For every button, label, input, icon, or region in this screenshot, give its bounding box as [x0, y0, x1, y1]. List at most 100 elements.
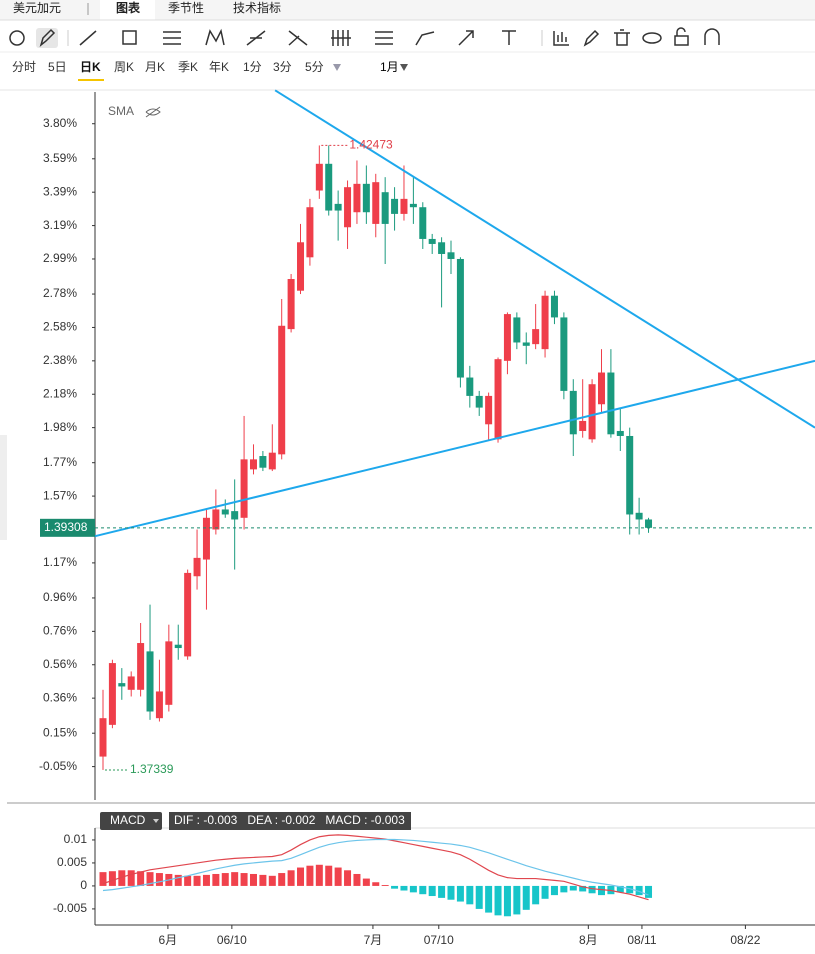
y-tick-label: 1.98%	[43, 420, 77, 434]
toolbar-icons	[9, 27, 720, 48]
macd-bar	[249, 873, 257, 886]
candle-body	[287, 279, 295, 330]
period[interactable]: 5日	[48, 60, 67, 74]
macd-tick-label: 0.005	[57, 855, 87, 869]
icon[interactable]	[674, 35, 689, 46]
icon[interactable]	[288, 30, 308, 46]
period[interactable]: 月K	[145, 60, 165, 74]
macd-bar	[494, 885, 502, 916]
candle-body	[306, 207, 314, 258]
y-tick-label: 2.38%	[43, 353, 77, 367]
icon[interactable]	[9, 30, 25, 46]
macd-bar	[597, 885, 605, 896]
macd-bar	[447, 885, 455, 900]
y-tick-label: 3.39%	[43, 184, 77, 198]
icon[interactable]	[642, 32, 662, 44]
macd-bar	[231, 872, 239, 886]
icon[interactable]	[676, 27, 686, 36]
candle-body	[165, 641, 173, 705]
icon[interactable]	[375, 31, 393, 45]
macd-bar	[108, 871, 116, 886]
icon[interactable]	[704, 28, 720, 45]
macd-bar	[334, 867, 342, 886]
macd-bar	[212, 873, 220, 886]
macd-bar	[541, 885, 549, 899]
macd-bar	[503, 885, 511, 917]
macd-bar	[344, 870, 352, 886]
macd-bar	[391, 885, 399, 889]
macd-bar	[428, 885, 436, 897]
tab[interactable]: 美元加元	[13, 1, 61, 15]
period[interactable]: 5分	[305, 60, 324, 74]
macd-bar	[127, 870, 135, 886]
period[interactable]: 3分	[273, 60, 292, 74]
icon[interactable]	[122, 30, 137, 45]
candle-body	[315, 163, 323, 191]
macd-bar	[645, 885, 653, 898]
macd-bar	[466, 885, 474, 905]
icon[interactable]	[79, 30, 97, 46]
candle-body	[174, 644, 182, 649]
icon[interactable]	[415, 31, 435, 46]
side-handle[interactable]	[0, 435, 7, 540]
range-select[interactable]: 1月	[380, 60, 399, 74]
icon[interactable]	[614, 29, 630, 46]
macd-bar	[419, 885, 427, 895]
macd-bar	[550, 885, 558, 896]
tab[interactable]: 图表	[116, 0, 141, 15]
tab-bar	[0, 0, 815, 20]
trendline	[274, 89, 815, 429]
dropdown-arrow	[153, 819, 159, 823]
macd-bar	[118, 870, 126, 886]
icon[interactable]	[458, 30, 474, 46]
period[interactable]: 1分	[243, 60, 262, 74]
tab[interactable]: 季节性	[168, 1, 204, 15]
candle-body	[569, 390, 577, 435]
macd-bar	[475, 885, 483, 909]
candle-body	[522, 342, 530, 346]
period[interactable]: 周K	[114, 60, 134, 74]
icon[interactable]	[205, 28, 225, 46]
macd-bar	[588, 885, 596, 894]
candle-body	[466, 377, 474, 396]
candle-body	[372, 182, 380, 224]
y-tick-label: 3.19%	[43, 218, 77, 232]
candle-body	[428, 238, 436, 244]
macd-bar	[579, 885, 587, 892]
macd-bar	[560, 885, 568, 893]
macd-select[interactable]	[100, 812, 162, 830]
macd-bar	[353, 873, 361, 886]
macd-bar	[325, 865, 333, 886]
tab[interactable]: 技术指标	[233, 0, 281, 15]
high-label: 1.42473	[349, 138, 393, 152]
candle-body	[202, 517, 210, 560]
icon[interactable]	[39, 28, 56, 48]
candle-body	[447, 252, 455, 259]
icon[interactable]	[246, 30, 266, 46]
period[interactable]: 年K	[209, 60, 229, 74]
candle-body	[184, 572, 192, 657]
icon[interactable]	[553, 31, 569, 46]
candle-body	[550, 295, 558, 318]
period[interactable]: 日K	[80, 60, 101, 74]
candle-body	[588, 384, 596, 440]
icon[interactable]	[502, 30, 516, 45]
last-price-label: 1.39308	[44, 520, 88, 534]
y-tick-label: 1.17%	[43, 555, 77, 569]
trendline	[94, 359, 815, 538]
icon[interactable]	[331, 30, 351, 46]
macd-bar	[99, 872, 107, 886]
indicator-eye[interactable]	[145, 106, 161, 118]
period[interactable]: 分时	[12, 60, 36, 74]
icon[interactable]	[163, 31, 181, 45]
candle-body	[118, 683, 126, 687]
x-tick-label: 07/10	[424, 933, 454, 947]
candle-body	[249, 459, 257, 470]
period[interactable]: 季K	[178, 60, 198, 74]
candle-body	[221, 509, 229, 515]
macd-bar	[137, 871, 145, 886]
x-tick-label: 06/10	[217, 933, 247, 947]
y-tick-label: 2.18%	[43, 386, 77, 400]
icon[interactable]	[583, 29, 600, 47]
macd-bar	[532, 885, 540, 905]
